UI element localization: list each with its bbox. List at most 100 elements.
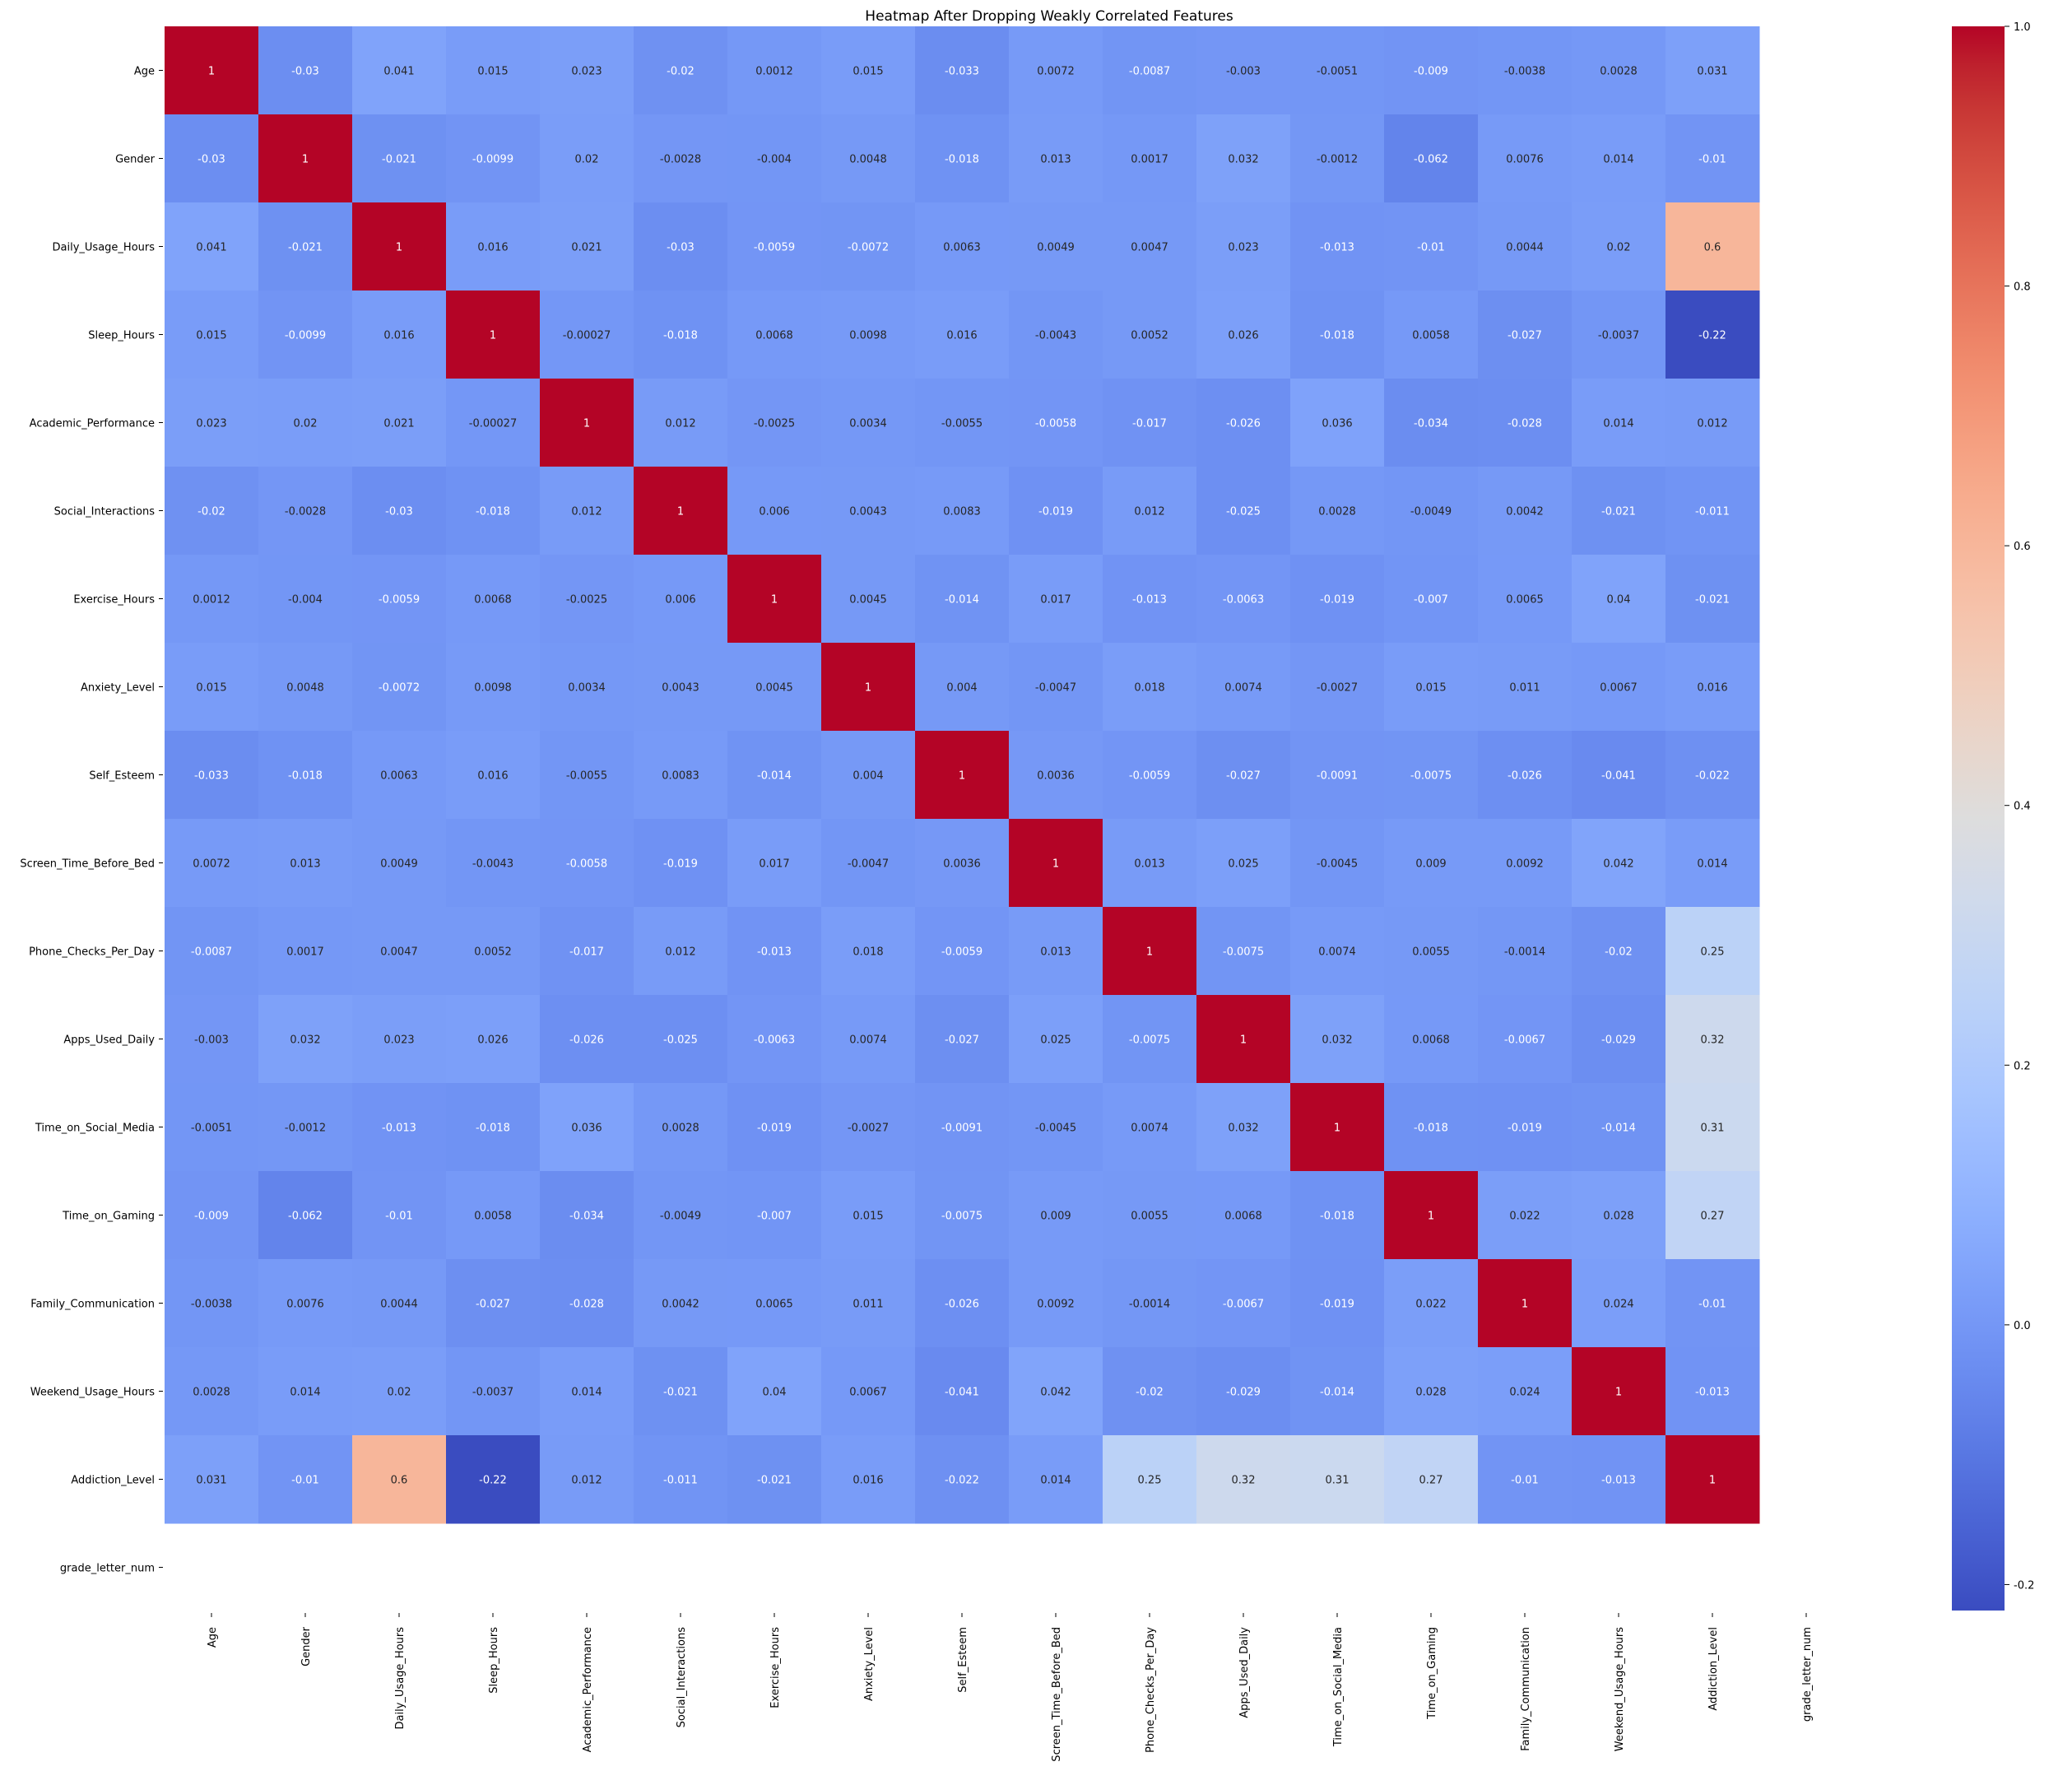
heatmap-cell [1009, 291, 1103, 379]
heatmap-cell [1103, 1083, 1197, 1172]
heatmap-cell [446, 114, 541, 203]
cell-value-label: 0.024 [1603, 1299, 1633, 1311]
cell-value-label: -0.0037 [472, 1387, 513, 1399]
heatmap-cell [446, 1435, 541, 1524]
heatmap-cell [258, 995, 353, 1084]
heatmap-cell [258, 907, 353, 996]
cell-value-label: 0.014 [1040, 1475, 1071, 1487]
cell-value-label: -0.0055 [941, 418, 983, 430]
cell-value-label: 0.031 [1697, 66, 1727, 78]
cell-value-label: -0.014 [1601, 1123, 1636, 1135]
heatmap-cell [540, 995, 634, 1084]
cell-value-label: 0.0044 [380, 1299, 418, 1311]
heatmap-cell [1384, 291, 1479, 379]
cell-value-label: 0.0034 [568, 682, 606, 695]
heatmap-cell [1290, 1347, 1385, 1436]
cell-value-label: 0.018 [852, 946, 883, 959]
heatmap-cell [727, 1347, 822, 1436]
heatmap-cell [258, 1171, 353, 1260]
heatmap-cell [1290, 1259, 1385, 1348]
heatmap-cell [1196, 643, 1291, 732]
heatmap-cell [821, 643, 916, 732]
cell-value-label: -0.0075 [1410, 770, 1452, 783]
colorbar-tick-label: 0.8 [2014, 281, 2031, 294]
heatmap-cell [1290, 114, 1385, 203]
cell-value-label: 0.0065 [1506, 594, 1544, 607]
heatmap-cell [165, 1171, 259, 1260]
heatmap-cell [258, 731, 353, 820]
heatmap-cell [1196, 291, 1291, 379]
heatmap-cell [258, 1347, 353, 1436]
heatmap-cell [821, 995, 916, 1084]
cell-value-label: 0.02 [1607, 242, 1631, 254]
cell-value-label: -0.0025 [754, 418, 795, 430]
cell-value-label: 0.012 [1134, 506, 1164, 518]
cell-value-label: 0.032 [1322, 1034, 1352, 1047]
heatmap-cell [258, 26, 353, 115]
cell-value-label: -0.0099 [472, 154, 513, 166]
colorbar [1952, 26, 2005, 1611]
cell-value-label: -0.022 [1695, 770, 1730, 783]
cell-value-label: -0.028 [1508, 418, 1542, 430]
cell-value-label: -0.0067 [1504, 1034, 1545, 1047]
heatmap-cell [1103, 291, 1197, 379]
heatmap-cell [258, 819, 353, 908]
heatmap-cell [915, 467, 1010, 555]
heatmap-cell [1478, 819, 1573, 908]
heatmap-cell [1103, 819, 1197, 908]
heatmap-cell [446, 819, 541, 908]
cell-value-label: 0.25 [1138, 1475, 1162, 1487]
cell-value-label: -0.0047 [848, 858, 889, 871]
heatmap-cell [727, 555, 822, 644]
heatmap-cell [915, 819, 1010, 908]
cell-value-label: -0.0014 [1129, 1299, 1170, 1311]
heatmap-cell [1290, 26, 1385, 115]
cell-value-label: -0.0091 [941, 1123, 983, 1135]
cell-value-label: -0.041 [945, 1387, 979, 1399]
cell-value-label: 0.0068 [1412, 1034, 1450, 1047]
cell-value-label: -0.0067 [1223, 1299, 1264, 1311]
y-tick-label: Apps_Used_Daily [63, 1034, 155, 1047]
cell-value-label: 0.0028 [662, 1123, 699, 1135]
heatmap-cell [727, 467, 822, 555]
cell-value-label: -0.01 [1417, 242, 1445, 254]
heatmap-cell [352, 731, 447, 820]
cell-value-label: 0.0074 [1318, 946, 1356, 959]
cell-value-label: -0.03 [385, 506, 413, 518]
cell-value-label: -0.018 [1320, 1211, 1354, 1223]
heatmap-cell [821, 555, 916, 644]
heatmap-cell [1665, 643, 1760, 732]
cell-value-label: -0.018 [1320, 330, 1354, 342]
heatmap-cell [821, 1259, 916, 1348]
heatmap-cell [1009, 907, 1103, 996]
y-tick-label: Weekend_Usage_Hours [30, 1387, 155, 1399]
x-tick-label: Academic_Performance [582, 1627, 594, 1752]
cell-value-label: 0.032 [1228, 1123, 1258, 1135]
x-tick-label: Sleep_Hours [488, 1627, 500, 1694]
cell-value-label: 0.016 [946, 330, 977, 342]
heatmap-cell [915, 907, 1010, 996]
heatmap-cell [1009, 995, 1103, 1084]
heatmap-cell [821, 291, 916, 379]
heatmap-cell [258, 1259, 353, 1348]
heatmap-cell [1009, 643, 1103, 732]
cell-value-label: 0.0067 [849, 1387, 887, 1399]
heatmap-cell [352, 1171, 447, 1260]
cell-value-label: -0.004 [288, 594, 323, 607]
cell-value-label: 1 [490, 330, 496, 342]
heatmap-cell [165, 995, 259, 1084]
heatmap-cell [1478, 1347, 1573, 1436]
heatmap-cell [1478, 907, 1573, 996]
cell-value-label: 0.022 [1415, 1299, 1446, 1311]
heatmap-cell [1103, 202, 1197, 291]
heatmap-cell [634, 731, 728, 820]
heatmap-cell [1103, 1259, 1197, 1348]
heatmap-cell [915, 26, 1010, 115]
cell-value-label: -0.0072 [848, 242, 889, 254]
heatmap-cell [915, 1347, 1010, 1436]
cell-value-label: 0.015 [852, 1211, 883, 1223]
cell-value-label: 0.0036 [1037, 770, 1075, 783]
cell-value-label: 0.0045 [755, 682, 793, 695]
cell-value-label: 1 [677, 506, 684, 518]
cell-value-label: -0.03 [291, 66, 319, 78]
